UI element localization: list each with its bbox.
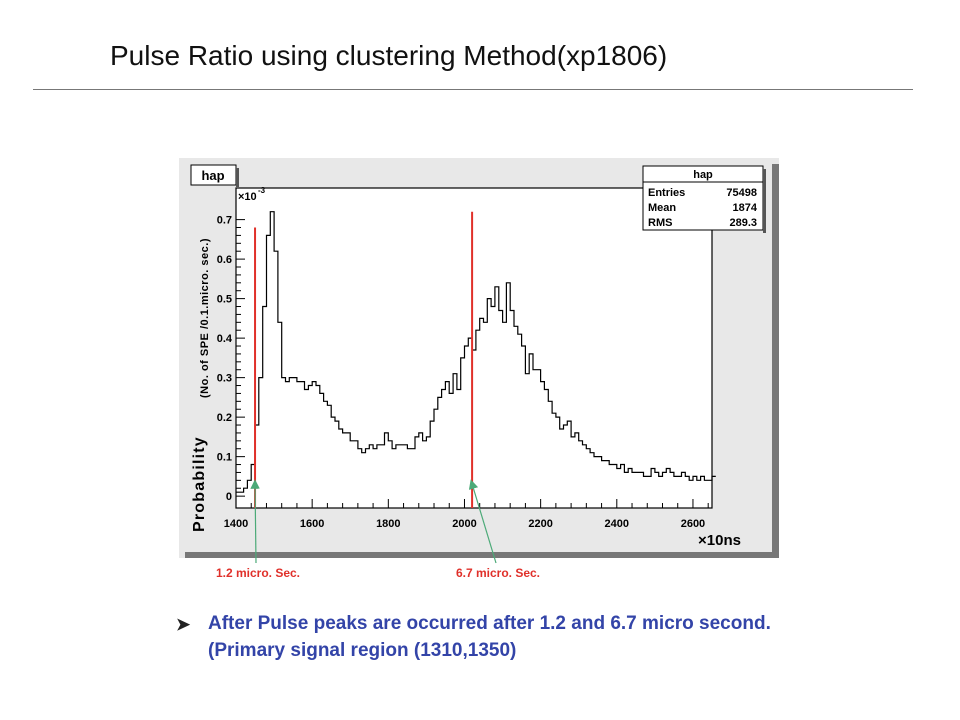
y-tick-label: 0.3: [217, 373, 232, 385]
stats-box-shadow: [763, 169, 766, 233]
y-axis: 0 0.1 0.2 0.3 0.4 0.5 0.6 0.7: [217, 215, 245, 503]
bullet-text: After Pulse peaks are occurred after 1.2…: [208, 613, 771, 661]
peak-markers: 1.2 micro. Sec. 6.7 micro. Sec.: [216, 211, 540, 580]
y-tick-label: 0.1: [217, 452, 232, 464]
peak-annotation-label: 6.7 micro. Sec.: [456, 566, 540, 580]
x-tick-label: 1600: [300, 518, 324, 530]
stats-title: hap: [693, 169, 713, 181]
canvas-frame-shadow-bottom: [185, 552, 779, 558]
x-tick-label: 2200: [528, 518, 552, 530]
y-tick-label: 0.7: [217, 215, 232, 227]
y-tick-label: 0.5: [217, 294, 232, 306]
y-tick-label: 0: [226, 491, 232, 503]
stats-value-entries: 75498: [726, 187, 757, 199]
y-tick-label: 0.2: [217, 412, 232, 424]
x-axis-title: ×10ns: [698, 532, 741, 549]
y-tick-label: 0.4: [217, 333, 233, 345]
stats-label-entries: Entries: [648, 187, 685, 199]
arrowhead-bullet-icon: ➤: [176, 615, 191, 634]
stats-label-mean: Mean: [648, 202, 676, 214]
y-tick-label: 0.6: [217, 254, 232, 266]
stats-label-rms: RMS: [648, 217, 672, 229]
stats-value-rms: 289.3: [729, 217, 757, 229]
x-tick-label: 2400: [605, 518, 629, 530]
bullet-point: ➤ After Pulse peaks are occurred after 1…: [176, 610, 796, 664]
y-exponent-base: ×10: [238, 191, 257, 203]
y-exponent-power: -3: [258, 186, 266, 195]
slide-title: Pulse Ratio using clustering Method(xp18…: [110, 40, 668, 71]
annotation-arrow: [250, 479, 260, 564]
y-axis-subtitle: (No. of SPE /0.1.micro. sec.): [199, 238, 211, 398]
histogram-line: [236, 211, 716, 493]
stats-box: [642, 165, 764, 231]
x-tick-label: 1400: [224, 518, 248, 530]
annotation-arrow: [468, 479, 497, 564]
y-axis-title: Probability: [191, 436, 208, 532]
hist-title-shadow: [236, 168, 239, 187]
title-divider: [33, 89, 913, 90]
hist-title: hap: [201, 168, 224, 183]
canvas-frame-shadow-right: [772, 164, 779, 558]
stats-value-mean: 1874: [733, 202, 758, 214]
peak-annotation-label: 1.2 micro. Sec.: [216, 566, 300, 580]
x-axis: 1400 1600 1800 2000 2200 2400 2600: [224, 499, 709, 530]
x-tick-label: 2000: [452, 518, 476, 530]
x-tick-label: 2600: [681, 518, 705, 530]
plot-area: [235, 187, 713, 509]
x-tick-label: 1800: [376, 518, 400, 530]
